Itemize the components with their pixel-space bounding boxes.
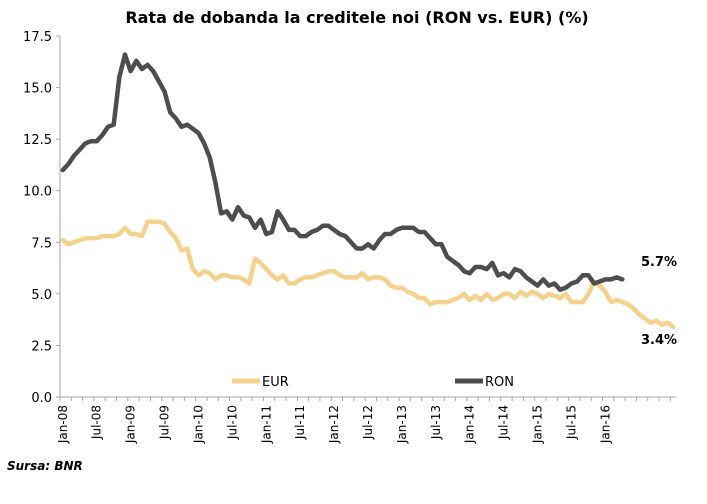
x-tick-label: Jan-12 <box>327 405 341 444</box>
x-tick-label: Jul-14 <box>497 405 511 440</box>
legend-label-ron: RON <box>485 375 514 390</box>
x-tick-label: Jul-13 <box>429 405 443 440</box>
x-tick-label: Jan-16 <box>598 405 612 444</box>
x-tick-label: Jan-08 <box>56 405 70 444</box>
annotation-eur-last: 3.4% <box>641 333 677 348</box>
series-line-eur <box>60 219 676 330</box>
x-tick-label: Jan-13 <box>395 405 409 444</box>
y-tick-label: 17.5 <box>23 30 52 45</box>
source-note: Sursa: BNR <box>7 459 83 473</box>
y-tick-label: 5.0 <box>31 288 52 303</box>
series-layer <box>60 52 676 330</box>
x-tick-label: Jan-11 <box>259 405 273 444</box>
x-tick-label: Jul-10 <box>225 405 239 440</box>
x-tick-label: Jul-08 <box>90 405 104 440</box>
x-tick-label: Jan-14 <box>463 405 477 444</box>
y-tick-label: 15.0 <box>23 82 52 97</box>
y-tick-label: 2.5 <box>31 339 52 354</box>
series-line-ron <box>60 52 625 292</box>
x-tick-label: Jul-12 <box>361 405 375 440</box>
y-axis: 0.0 2.5 5.0 7.5 10.0 12.5 15.0 17.5 <box>23 30 61 406</box>
legend: EUR RON <box>232 375 514 390</box>
y-tick-label: 7.5 <box>31 236 52 251</box>
x-tick-label: Jan-09 <box>124 405 138 444</box>
y-tick-label: 12.5 <box>23 133 52 148</box>
y-tick-label: 0.0 <box>31 391 52 406</box>
x-tick-label: Jul-11 <box>293 405 307 440</box>
x-tick-label: Jul-09 <box>158 405 172 440</box>
x-tick-label: Jul-15 <box>564 405 578 440</box>
x-tick-label: Jan-10 <box>191 405 205 444</box>
x-axis: Jan-08 Jul-08 Jan-09 Jul-09 Jan-10 Jul-10 Jan-… <box>56 396 676 444</box>
annotation-ron-last: 5.7% <box>641 255 677 270</box>
y-tick-label: 10.0 <box>23 185 52 200</box>
legend-label-eur: EUR <box>262 375 289 390</box>
chart-title: Rata de dobanda la creditele noi (RON vs… <box>125 8 588 27</box>
x-tick-label: Jan-15 <box>531 405 545 444</box>
